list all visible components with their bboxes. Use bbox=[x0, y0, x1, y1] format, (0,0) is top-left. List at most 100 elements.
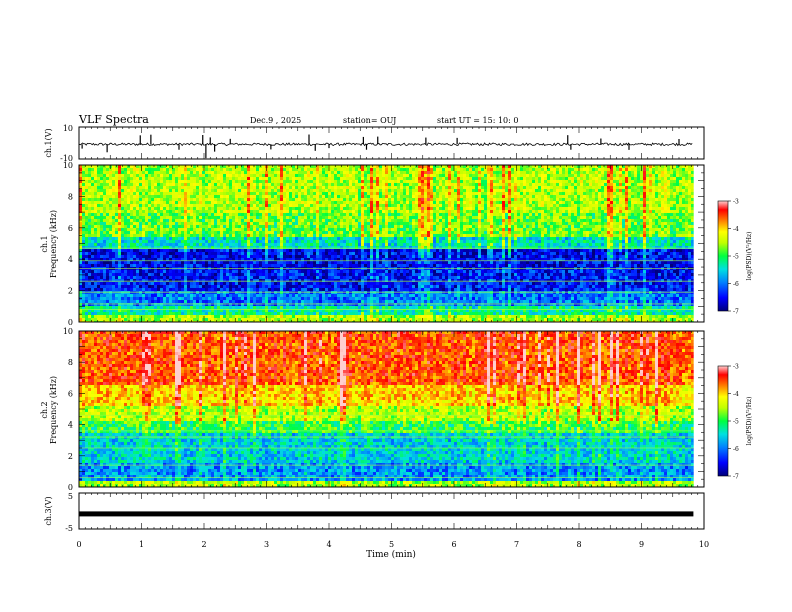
ch1-spec-cell-3432 bbox=[535, 213, 539, 217]
ch1-spec-cell-2845 bbox=[619, 204, 623, 208]
ch1-spec-cell-2704 bbox=[196, 204, 200, 208]
ch1-spec-cell-1772 bbox=[475, 189, 479, 193]
ch1-spec-cell-2678 bbox=[118, 204, 122, 208]
ch1-spec-cell-868 bbox=[223, 177, 227, 181]
ch1-spec-cell-1274 bbox=[211, 183, 215, 187]
ch1-spec-cell-2649 bbox=[646, 201, 650, 205]
ch1-spec-cell-1559 bbox=[451, 186, 455, 190]
ch1-spec-cell-3502 bbox=[130, 216, 134, 220]
ch1-spec-cell-2466 bbox=[97, 201, 101, 205]
ch1-spec-cell-339 bbox=[481, 168, 485, 172]
ch1-spec-cell-1855 bbox=[109, 192, 113, 196]
ch1-spec-cell-3322 bbox=[205, 213, 209, 217]
ch1-spec-cell-2326 bbox=[292, 198, 296, 202]
ch1-spec-cell-3041 bbox=[592, 207, 596, 211]
ch1-spec-cell-3774 bbox=[331, 219, 335, 223]
ch1-spec-cell-4019 bbox=[451, 222, 455, 226]
ch1-spec-cell-1939 bbox=[361, 192, 365, 196]
ch1-spec-cell-3405 bbox=[454, 213, 458, 217]
ch1-spec-cell-1249 bbox=[136, 183, 140, 187]
ch1-spec-cell-3972 bbox=[310, 222, 314, 226]
ch1-spec-cell-1394 bbox=[571, 183, 575, 187]
ch1-spec-cell-522 bbox=[415, 171, 419, 175]
ch1-spec-cell-1896 bbox=[232, 192, 236, 196]
ch1-spec-cell-166 bbox=[577, 165, 581, 169]
ch1-spec-cell-2726 bbox=[262, 204, 266, 208]
ch1-spec-cell-4642 bbox=[475, 231, 479, 235]
ch1-spec-cell-2707 bbox=[205, 204, 209, 208]
ch1-spec-cell-570 bbox=[559, 171, 563, 175]
ch1-spec-cell-2819 bbox=[541, 204, 545, 208]
ch1-spec-cell-2752 bbox=[340, 204, 344, 208]
ch1-spec-cell-3583 bbox=[373, 216, 377, 220]
ch1-spec-cell-197 bbox=[670, 165, 674, 169]
ch1-spec-cell-2048 bbox=[688, 192, 692, 196]
ch1-spec-cell-1821 bbox=[622, 189, 626, 193]
ch1-spec-cell-1250 bbox=[139, 183, 143, 187]
ch1-spec-cell-824 bbox=[91, 177, 95, 181]
ch1-spec-cell-561 bbox=[532, 171, 536, 175]
ch1-spec-cell-3484 bbox=[691, 213, 694, 217]
ch1-spec-cell-1356 bbox=[457, 183, 461, 187]
ch1-spec-cell-4551 bbox=[202, 231, 206, 235]
ch1-spec-cell-3499 bbox=[121, 216, 125, 220]
ch1-spec-cell-4121 bbox=[142, 225, 146, 229]
ch1-spec-cell-2967 bbox=[370, 207, 374, 211]
ch1-spec-cell-2739 bbox=[301, 204, 305, 208]
ch1-spec-cell-2034 bbox=[646, 192, 650, 196]
ch1-spec-cell-939 bbox=[436, 177, 440, 181]
ch1-spec-cell-756 bbox=[502, 174, 506, 178]
ch1-spec-cell-4393 bbox=[343, 228, 347, 232]
ch1-spec-cell-3487 bbox=[85, 216, 89, 220]
ch1-spec-cell-184 bbox=[631, 165, 635, 169]
ch1-spec-cell-4198 bbox=[373, 225, 377, 229]
ch1-spec-cell-3777 bbox=[340, 219, 344, 223]
ch1-spec-cell-1169 bbox=[511, 180, 515, 184]
ch1-spec-cell-1073 bbox=[223, 180, 227, 184]
ch1-spec-cell-2604 bbox=[511, 201, 515, 205]
ch1-spec-cell-485 bbox=[304, 171, 308, 175]
ch1-spec-cell-4278 bbox=[613, 225, 617, 229]
ch1-spec-cell-2042 bbox=[670, 192, 674, 196]
ch1-spec-cell-4563 bbox=[238, 231, 242, 235]
ch1-spec-cell-4138 bbox=[193, 225, 197, 229]
ch1-spec-cell-279 bbox=[301, 168, 305, 172]
ch1-spec-cell-2936 bbox=[277, 207, 281, 211]
ch1-spec-cell-862 bbox=[205, 177, 209, 181]
ch1-spec-cell-16 bbox=[127, 165, 131, 169]
ch1-spec-cell-3949 bbox=[241, 222, 245, 226]
ch1-spec-cell-1678 bbox=[193, 189, 197, 193]
ch1-spec-cell-664 bbox=[226, 174, 230, 178]
ch1-spec-cell-3017 bbox=[520, 207, 524, 211]
ch1-spec-cell-3836 bbox=[517, 219, 521, 223]
ch1-spec-cell-4701 bbox=[652, 231, 656, 235]
ch1-spec-cell-2961 bbox=[352, 207, 356, 211]
ch1-spec-cell-3336 bbox=[247, 213, 251, 217]
ch1-spec-cell-1683 bbox=[208, 189, 212, 193]
ch1-spec-cell-440 bbox=[169, 171, 173, 175]
ch1-spec-cell-284 bbox=[316, 168, 320, 172]
ch1-spec-cell-744 bbox=[466, 174, 470, 178]
ch1-spec-cell-1286 bbox=[247, 183, 251, 187]
ch1-spec-cell-1380 bbox=[529, 183, 533, 187]
ch1-spec-cell-2633 bbox=[598, 201, 602, 205]
ch1-spec-cell-2718 bbox=[238, 204, 242, 208]
ch1-spec-cell-1796 bbox=[547, 189, 551, 193]
ch1-spec-cell-3656 bbox=[592, 216, 596, 220]
ch1-spec-cell-2154 bbox=[391, 195, 395, 199]
ch1-spec-cell-195 bbox=[664, 165, 668, 169]
ch1-spec-cell-1709 bbox=[286, 189, 290, 193]
ch1-spec-cell-4624 bbox=[421, 231, 425, 235]
ch1-spec-cell-4392 bbox=[340, 228, 344, 232]
ch1-spec-cell-3641 bbox=[547, 216, 551, 220]
ch1-spec-cell-3489 bbox=[91, 216, 95, 220]
ch1-spec-cell-4503 bbox=[673, 228, 677, 232]
ch1-spec-cell-2036 bbox=[652, 192, 656, 196]
ch1-spec-cell-1198 bbox=[598, 180, 602, 184]
ch1-spec-cell-1149 bbox=[451, 180, 455, 184]
ch1-spec-cell-2684 bbox=[136, 204, 140, 208]
ch1-spec-cell-2879 bbox=[106, 207, 110, 211]
ch1-spec-cell-447 bbox=[190, 171, 194, 175]
ch1-spec-cell-1204 bbox=[616, 180, 620, 184]
ch1-spec-cell-537 bbox=[460, 171, 464, 175]
